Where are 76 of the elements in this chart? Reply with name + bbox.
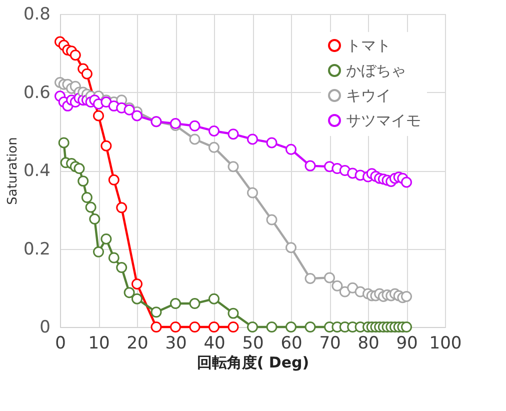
point [304, 273, 316, 284]
point [85, 202, 96, 213]
y-tick-label: 0 [40, 318, 50, 338]
point [266, 214, 278, 226]
x-tick-label: 50 [242, 334, 264, 354]
x-tick-label: 100 [429, 334, 462, 354]
point [247, 322, 258, 332]
point [332, 280, 343, 292]
point [150, 306, 162, 318]
x-tick-label: 40 [204, 334, 226, 354]
point [58, 137, 70, 148]
point [266, 137, 278, 148]
point [401, 291, 412, 302]
point [208, 322, 220, 332]
point [189, 298, 200, 310]
y-axis-title: Saturation [5, 137, 20, 205]
point [70, 50, 81, 61]
point [304, 160, 316, 172]
point [286, 144, 296, 155]
point [189, 322, 200, 332]
point [304, 322, 316, 332]
x-tick-label: 80 [358, 334, 380, 354]
point [93, 110, 104, 122]
point [100, 140, 112, 152]
point [124, 287, 135, 298]
point [247, 134, 258, 145]
x-tick-label: 90 [396, 334, 418, 354]
point [81, 192, 92, 203]
x-tick-label: 10 [88, 334, 110, 354]
point [189, 120, 200, 132]
x-tick-label: 60 [280, 334, 302, 354]
point [93, 246, 104, 258]
point [116, 202, 128, 214]
point [132, 293, 142, 304]
point [228, 308, 239, 319]
point [208, 126, 220, 136]
point [170, 322, 181, 332]
point [228, 161, 239, 172]
x-tick-label: 0 [55, 334, 66, 354]
point [189, 134, 200, 145]
x-tick-label: 20 [126, 334, 148, 354]
y-tick-label: 0.4 [23, 161, 50, 181]
point [132, 278, 142, 290]
y-tick-label: 0.2 [23, 239, 50, 260]
point [286, 242, 296, 254]
point [401, 322, 412, 332]
legend-label: かぼちゃ [346, 62, 406, 80]
point [286, 322, 296, 332]
x-tick-label: 70 [319, 334, 341, 354]
point [74, 163, 85, 174]
point [116, 262, 128, 274]
legend-label: サツマイモ [346, 112, 421, 130]
point [78, 176, 89, 187]
point [132, 110, 142, 122]
point [401, 176, 412, 188]
x-axis-title: 回転角度( Deg) [196, 354, 310, 372]
legend-label: キウイ [346, 86, 391, 104]
point [89, 214, 100, 224]
point [228, 322, 239, 332]
point [208, 293, 220, 304]
point [247, 187, 258, 198]
y-tick-label: 0.8 [23, 4, 50, 24]
point [150, 322, 162, 332]
point [170, 298, 181, 310]
point [100, 233, 112, 244]
legend-label: トマト [346, 36, 391, 54]
point [228, 128, 239, 140]
x-tick-label: 30 [165, 334, 187, 354]
point [324, 272, 335, 284]
point [208, 142, 220, 153]
point [108, 252, 120, 264]
point [81, 68, 92, 80]
point [347, 282, 358, 294]
point [266, 322, 278, 332]
point [108, 174, 120, 186]
y-tick-label: 0.6 [23, 82, 50, 103]
